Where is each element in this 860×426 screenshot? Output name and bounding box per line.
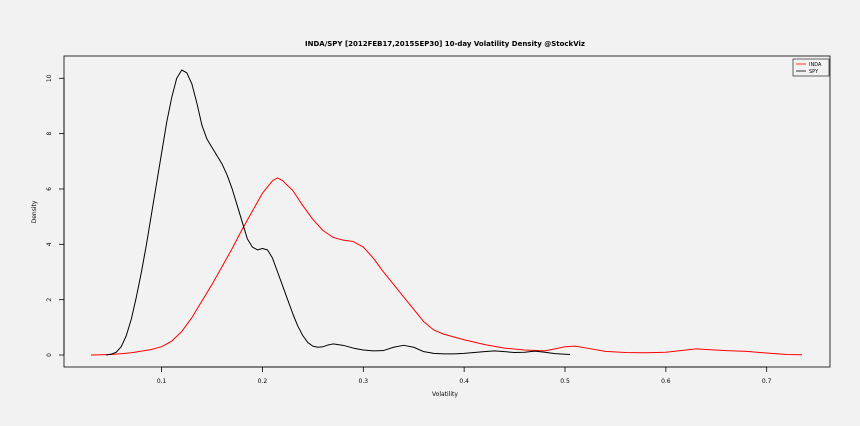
legend-box <box>792 58 830 77</box>
x-tick-label: 0.4 <box>459 378 469 385</box>
y-tick-label: 4 <box>46 242 53 246</box>
y-tick-label: 10 <box>46 74 53 82</box>
legend: INDA SPY <box>792 58 830 77</box>
x-tick-label: 0.5 <box>560 378 570 385</box>
plot-frame <box>63 55 831 368</box>
x-tick-label: 0.6 <box>661 378 671 385</box>
x-tick-label: 0.2 <box>258 378 268 385</box>
x-tick-label: 0.1 <box>157 378 167 385</box>
series-line-spy <box>106 69 571 356</box>
series-line-inda <box>90 177 803 356</box>
x-axis: 0.1 0.2 0.3 0.4 0.5 0.6 0.7 <box>157 366 772 385</box>
x-tick-label: 0.7 <box>762 378 772 385</box>
legend-label-inda: INDA <box>809 62 822 68</box>
x-axis-label: Volatility <box>432 391 458 398</box>
x-tick-label: 0.3 <box>359 378 369 385</box>
y-axis-label: Density <box>31 200 38 223</box>
y-axis: 0 2 4 6 8 10 <box>46 74 65 357</box>
y-tick-label: 0 <box>46 353 53 357</box>
y-tick-label: 2 <box>46 298 53 302</box>
chart-title: INDA/SPY [2012FEB17,2015SEP30] 10-day Vo… <box>305 40 585 48</box>
series-layer <box>90 69 803 356</box>
y-tick-label: 8 <box>46 132 53 136</box>
legend-label-spy: SPY <box>809 69 819 75</box>
y-tick-label: 6 <box>46 187 53 191</box>
